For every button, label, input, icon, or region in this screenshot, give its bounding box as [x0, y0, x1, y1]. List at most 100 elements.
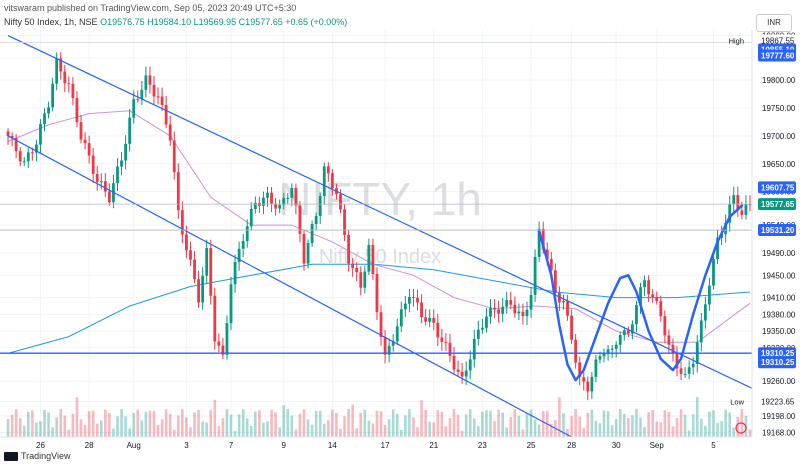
- volume-bar: [355, 428, 359, 437]
- volume-bar: [724, 409, 727, 437]
- candle-body: [476, 329, 480, 339]
- horizontal-levels[interactable]: [0, 42, 752, 354]
- volume-bar: [716, 422, 719, 437]
- price-tag-value: 19310.25: [761, 358, 795, 367]
- time-tick-label: 21: [429, 441, 438, 450]
- brand-label: TradingView: [21, 451, 71, 461]
- candle-body: [651, 294, 655, 298]
- volume-bar: [221, 418, 225, 437]
- time-tick-label: 5: [711, 441, 716, 450]
- volume-bar: [39, 421, 42, 437]
- candle-body: [298, 205, 302, 234]
- candle-body: [655, 297, 659, 302]
- candle-body: [43, 113, 46, 125]
- price-axis[interactable]: 19880.0019840.0019800.0019750.0019700.00…: [729, 0, 800, 438]
- volume-bar: [631, 415, 634, 437]
- time-tick-label: 7: [229, 441, 234, 450]
- candle-body: [14, 137, 18, 152]
- volume-bar: [481, 411, 484, 437]
- volume-bar: [144, 411, 148, 437]
- candle-body: [363, 271, 367, 288]
- volume-bar: [318, 410, 322, 437]
- volume-bar: [700, 418, 703, 437]
- candle-body: [189, 250, 192, 260]
- volume-bar: [436, 410, 440, 437]
- volume-bar: [517, 415, 521, 437]
- volume-bar: [359, 412, 363, 437]
- volume-bar: [213, 399, 217, 437]
- price-tick-label: 19380.00: [762, 310, 796, 319]
- candle-body: [124, 143, 128, 161]
- low-label: Low: [730, 398, 744, 407]
- candle-body: [480, 327, 484, 330]
- candle-body: [420, 302, 423, 318]
- candle-body: [687, 367, 691, 374]
- candle-body: [740, 210, 744, 215]
- candle-body: [310, 224, 314, 244]
- projection-path: [537, 204, 744, 382]
- volume-bar: [444, 426, 448, 437]
- volume-bar: [379, 411, 383, 437]
- candle-body: [318, 196, 322, 216]
- volume-bar: [274, 412, 277, 437]
- candle-body: [164, 104, 168, 125]
- price-tick-label: 19700.00: [762, 132, 796, 141]
- candle-body: [83, 139, 87, 144]
- volume-bar: [472, 418, 476, 437]
- candle-body: [148, 75, 152, 85]
- volume-bar: [489, 410, 492, 437]
- volume-bar: [432, 422, 436, 437]
- candle-body: [635, 305, 638, 325]
- currency-button[interactable]: INR: [756, 14, 792, 32]
- candle-body: [26, 152, 30, 162]
- volume-bar: [708, 411, 711, 437]
- candle-body: [558, 292, 561, 303]
- candle-body: [10, 135, 14, 138]
- volume-bar: [233, 430, 237, 437]
- candle-body: [691, 363, 695, 368]
- candle-body: [63, 71, 67, 84]
- candle-body: [671, 344, 675, 353]
- volume-bar: [95, 423, 99, 437]
- volume-bar: [63, 415, 67, 437]
- volume-bar: [290, 415, 294, 437]
- trend-drawings[interactable]: [7, 35, 779, 438]
- candle-body: [521, 311, 525, 317]
- candle-body: [379, 312, 383, 338]
- candle-body: [460, 371, 464, 377]
- channel-lower-line: [7, 135, 572, 438]
- volume-bar: [156, 424, 160, 437]
- price-tick-label: 19198.00: [762, 412, 796, 421]
- time-axis[interactable]: 26 28 Aug 3 7 9 14 17 21 23 25 28 30 Sep 5: [0, 436, 752, 453]
- time-tick-label: 25: [527, 441, 536, 450]
- volume-bar: [594, 420, 598, 437]
- volume-bar: [464, 414, 468, 437]
- candle-body: [140, 89, 144, 100]
- candle-body: [185, 234, 188, 251]
- volume-bar: [335, 413, 338, 437]
- candle-body: [614, 344, 618, 349]
- candle-body: [606, 349, 610, 353]
- volume-bar: [582, 428, 586, 437]
- candle-body: [55, 58, 59, 84]
- symbol-name: Nifty 50 Index, 1h, NSE: [4, 17, 98, 27]
- volume-bar: [501, 412, 504, 437]
- volume-bar: [148, 410, 152, 437]
- price-tick-label: 19260.00: [762, 377, 796, 386]
- watermark-symbol: NIFTY, 1h: [278, 173, 482, 225]
- volume-bar: [428, 421, 431, 437]
- volume-bar: [177, 415, 180, 437]
- candle-body: [728, 204, 732, 223]
- volume-bar: [164, 409, 168, 437]
- volume-bar: [112, 428, 115, 437]
- candle-body: [67, 83, 71, 85]
- volume-bar: [91, 410, 95, 437]
- volume-bar: [395, 413, 399, 437]
- volume-bar: [286, 409, 290, 437]
- volume-bar: [302, 409, 306, 437]
- candle-body: [387, 345, 391, 355]
- candle-body: [493, 307, 496, 310]
- volume-bar: [586, 412, 590, 437]
- candle-body: [213, 295, 217, 342]
